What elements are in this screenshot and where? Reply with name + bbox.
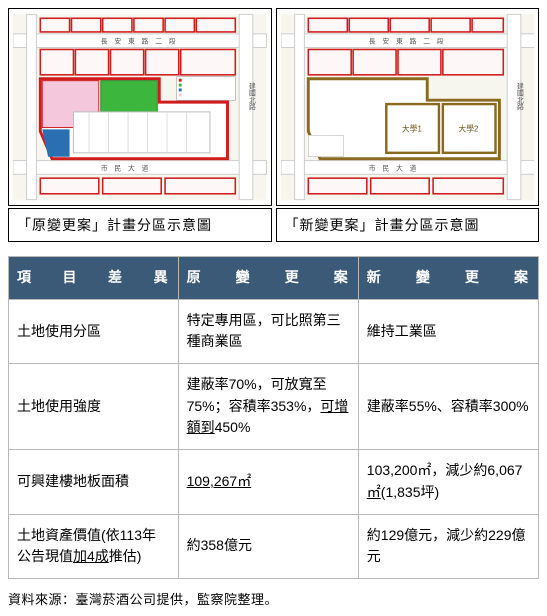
- cell-orig: 109,267㎡: [178, 450, 358, 514]
- cell-item: 土地資產價值(依113年公告現值加4成推估): [9, 514, 179, 578]
- table-header-row: 項目差異 原變更案 新變更案: [9, 257, 539, 300]
- cell-new: 103,200㎡，減少約6,067㎡(1,835坪): [358, 450, 538, 514]
- map-new: 大學1 大學2 長 安 東 路 二 段 市 民 大 道 建國北路: [276, 8, 540, 206]
- svg-text:大學1: 大學1: [401, 123, 421, 133]
- cell-new: 維持工業區: [358, 299, 538, 363]
- cell-item: 土地使用分區: [9, 299, 179, 363]
- cell-item: 可興建樓地板面積: [9, 450, 179, 514]
- cell-orig: 特定專用區，可比照第三種商業區: [178, 299, 358, 363]
- svg-text:大學2: 大學2: [458, 123, 478, 133]
- table-row: 土地資產價值(依113年公告現值加4成推估) 約358億元 約129億元，減少約…: [9, 514, 539, 578]
- map-original-svg: 長 安 東 路 二 段 市 民 大 道 建國北路: [13, 13, 267, 201]
- svg-text:市 民 大 道: 市 民 大 道: [368, 163, 416, 172]
- svg-text:市 民 大 道: 市 民 大 道: [101, 163, 149, 172]
- map-original: 長 安 東 路 二 段 市 民 大 道 建國北路: [8, 8, 272, 206]
- header-original: 原變更案: [178, 257, 358, 300]
- cell-orig: 約358億元: [178, 514, 358, 578]
- map-new-svg: 大學1 大學2 長 安 東 路 二 段 市 民 大 道 建國北路: [281, 13, 535, 201]
- street-top-label: 長 安 東 路 二 段: [101, 37, 176, 46]
- cell-new: 約129億元，減少約229億元: [358, 514, 538, 578]
- cell-item: 土地使用強度: [9, 364, 179, 450]
- caption-new: 「新變更案」計畫分區示意圖: [276, 208, 540, 242]
- source-note: 資料來源：臺灣菸酒公司提供，監察院整理。: [8, 589, 539, 608]
- header-new: 新變更案: [358, 257, 538, 300]
- cell-new: 建蔽率55%、容積率300%: [358, 364, 538, 450]
- header-item: 項目差異: [9, 257, 179, 300]
- table-row: 土地使用分區 特定專用區，可比照第三種商業區 維持工業區: [9, 299, 539, 363]
- comparison-table: 項目差異 原變更案 新變更案 土地使用分區 特定專用區，可比照第三種商業區 維持…: [8, 256, 539, 579]
- caption-original: 「原變更案」計畫分區示意圖: [8, 208, 272, 242]
- table-row: 土地使用強度 建蔽率70%，可放寬至75%；容積率353%，可增額到450% 建…: [9, 364, 539, 450]
- svg-text:長 安 東 路 二 段: 長 安 東 路 二 段: [368, 37, 443, 46]
- cell-orig: 建蔽率70%，可放寬至75%；容積率353%，可增額到450%: [178, 364, 358, 450]
- table-row: 可興建樓地板面積 109,267㎡ 103,200㎡，減少約6,067㎡(1,8…: [9, 450, 539, 514]
